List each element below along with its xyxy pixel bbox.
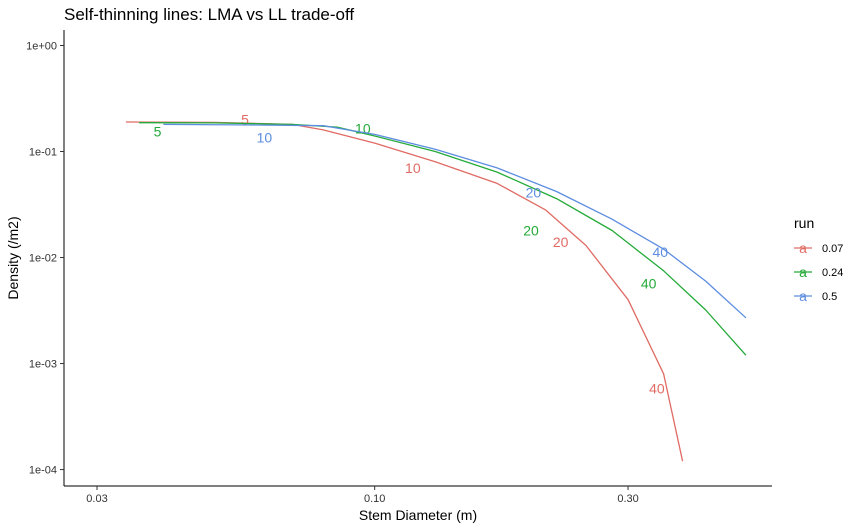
series-line-0.5 — [163, 123, 747, 319]
y-axis-title: Density (/m2) — [5, 216, 21, 299]
legend-label: 0.24 — [822, 267, 843, 279]
x-ticks: 0.03 0.10 0.30 — [86, 486, 639, 505]
point-label: 40 — [652, 244, 668, 260]
chart-title: Self-thinning lines: LMA vs LL trade-off — [64, 5, 354, 24]
point-label: 10 — [405, 160, 421, 176]
x-tick-label: 0.30 — [617, 493, 638, 505]
point-label: 40 — [641, 275, 657, 291]
point-label: 10 — [355, 120, 371, 136]
y-tick-label: 1e-02 — [29, 253, 57, 265]
point-label: 10 — [257, 130, 273, 146]
y-tick-label: 1e-04 — [29, 465, 57, 477]
legend-label: 0.5 — [822, 291, 837, 303]
legend-key-glyph: a — [799, 288, 807, 304]
point-label: 40 — [649, 381, 665, 397]
point-label: 5 — [241, 112, 249, 128]
point-label: 20 — [523, 222, 539, 238]
x-tick-label: 0.03 — [86, 493, 107, 505]
legend-key-glyph: a — [799, 240, 807, 256]
point-label: 5 — [154, 123, 162, 139]
legend: run a 0.07 a 0.24 a 0.5 — [794, 215, 843, 304]
legend-title: run — [794, 215, 814, 231]
point-label: 20 — [553, 234, 569, 250]
legend-key-glyph: a — [799, 264, 807, 280]
y-tick-label: 1e-01 — [29, 147, 57, 159]
y-tick-label: 1e-03 — [29, 359, 57, 371]
y-ticks: 1e-04 1e-03 1e-02 1e-01 1e+00 — [26, 40, 64, 477]
point-label: 20 — [526, 185, 542, 201]
legend-label: 0.07 — [822, 243, 843, 255]
x-axis-title: Stem Diameter (m) — [359, 507, 477, 523]
y-tick-label: 1e+00 — [26, 40, 57, 52]
plot-area: 5 10 20 40 5 10 20 40 10 20 40 — [125, 112, 747, 462]
series-line-0.24 — [139, 122, 747, 356]
x-tick-label: 0.10 — [364, 493, 385, 505]
